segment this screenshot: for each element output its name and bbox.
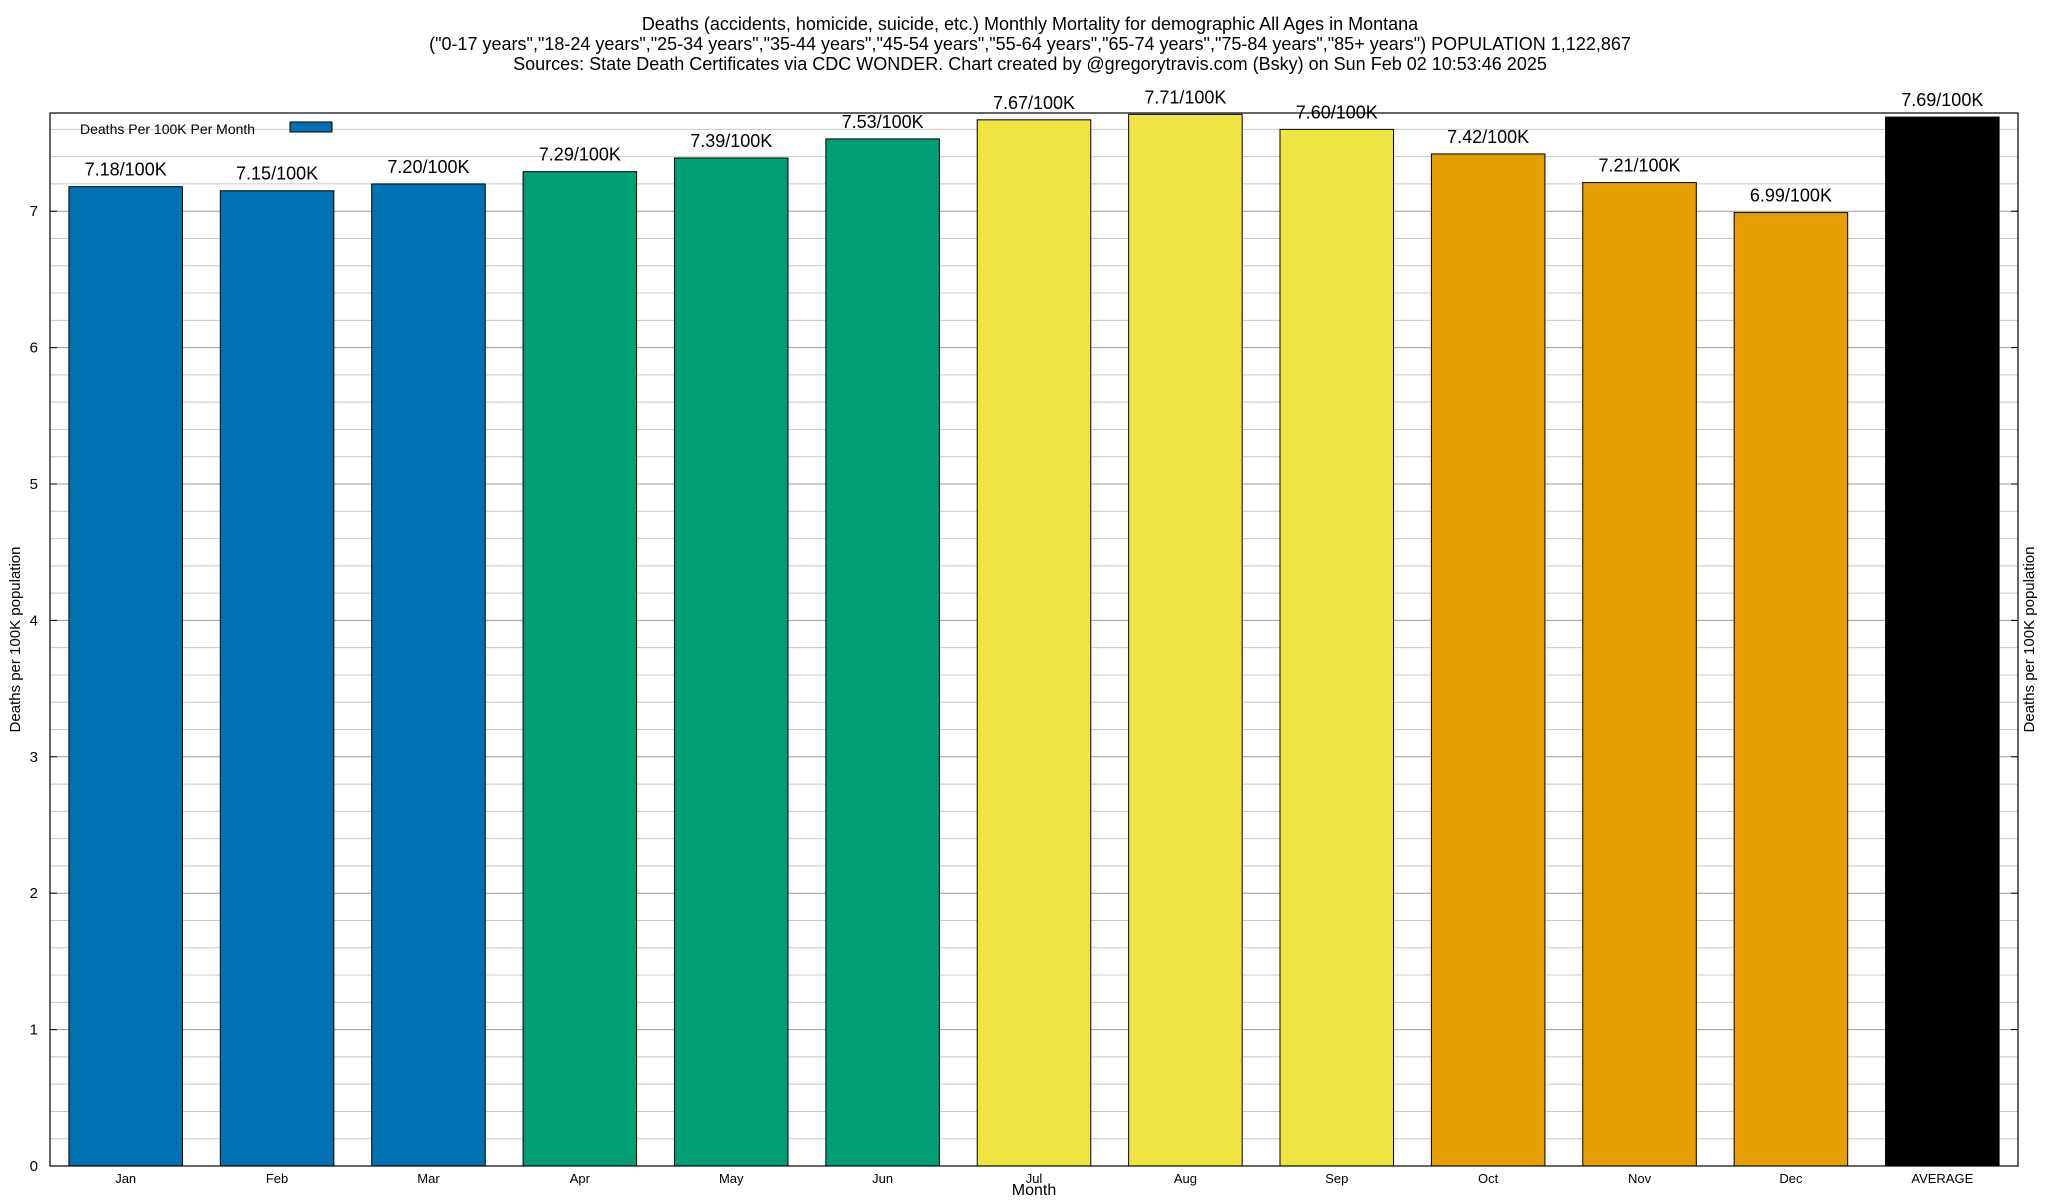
x-tick-label: Mar [417,1171,440,1186]
value-label: 7.53/100K [842,112,924,132]
value-label: 7.67/100K [993,93,1075,113]
bar-feb [219,190,335,1167]
chart-title-line-3: Sources: State Death Certificates via CD… [513,54,1547,74]
x-tick-label: Feb [266,1171,288,1186]
x-tick-label: Oct [1478,1171,1499,1186]
legend: Deaths Per 100K Per Month [80,121,333,137]
y-tick-label: 4 [30,612,38,629]
legend-swatch [289,121,333,133]
x-tick-label: May [719,1171,744,1186]
y-tick-label: 0 [30,1158,38,1175]
value-label: 7.29/100K [539,145,621,165]
bar-average [1885,116,2000,1167]
value-label: 7.15/100K [236,164,318,184]
bars [68,113,2000,1167]
bar-jul [976,119,1092,1167]
chart-title-line-2: ("0-17 years","18-24 years","25-34 years… [429,34,1631,54]
y-tick-label: 5 [30,476,38,493]
bar-apr [522,171,638,1167]
bar-aug [1128,113,1243,1167]
value-label: 7.39/100K [690,131,772,151]
y-tick-label: 1 [30,1022,38,1039]
x-tick-label: Aug [1174,1171,1197,1186]
legend-label: Deaths Per 100K Per Month [80,121,255,137]
axis-ticks: Jan Feb Mar Apr May Jun Jul Aug Sep Oct Nov Dec AVER… [30,203,2018,1186]
chart-title: Deaths (accidents, homicide, suicide, et… [429,14,1631,74]
value-label: 7.60/100K [1296,102,1378,122]
x-tick-label: Jul [1026,1171,1043,1186]
value-label: 7.18/100K [85,160,167,180]
x-tick-label: AVERAGE [1911,1171,1973,1186]
x-tick-label: Apr [570,1171,591,1186]
x-tick-label: Jun [872,1171,893,1186]
bar-nov [1582,182,1697,1167]
bar-sep [1279,128,1395,1167]
y-tick-label: 3 [30,749,38,766]
y-tick-label: 7 [30,203,38,220]
y-tick-label: 2 [30,885,38,902]
x-tick-label: Nov [1628,1171,1652,1186]
y-tick-label: 6 [30,340,38,357]
value-labels: 7.18/100K 7.15/100K 7.20/100K 7.29/100K 7.39… [85,87,1984,205]
value-label: 7.21/100K [1598,156,1680,176]
y-axis-label: Deaths per 100K population [7,547,24,733]
bar-dec [1733,212,1849,1167]
value-label: 7.42/100K [1447,127,1529,147]
bar-oct [1430,153,1546,1167]
value-label: 7.20/100K [387,157,469,177]
plot-frame [49,112,2019,1167]
x-axis-label: Month [1012,1182,1056,1199]
value-label: 7.71/100K [1144,87,1226,107]
value-label: 6.99/100K [1750,186,1832,206]
chart-title-line-1: Deaths (accidents, homicide, suicide, et… [642,14,1419,34]
bar-may [673,157,789,1167]
y-axis-label-right: Deaths per 100K population [2021,547,2038,733]
bar-jun [825,138,940,1167]
bar-mar [371,183,486,1167]
x-tick-label: Dec [1779,1171,1803,1186]
x-tick-label: Jan [115,1171,136,1186]
value-label: 7.69/100K [1901,90,1983,110]
x-tick-label: Sep [1325,1171,1348,1186]
bar-jan [68,186,183,1167]
